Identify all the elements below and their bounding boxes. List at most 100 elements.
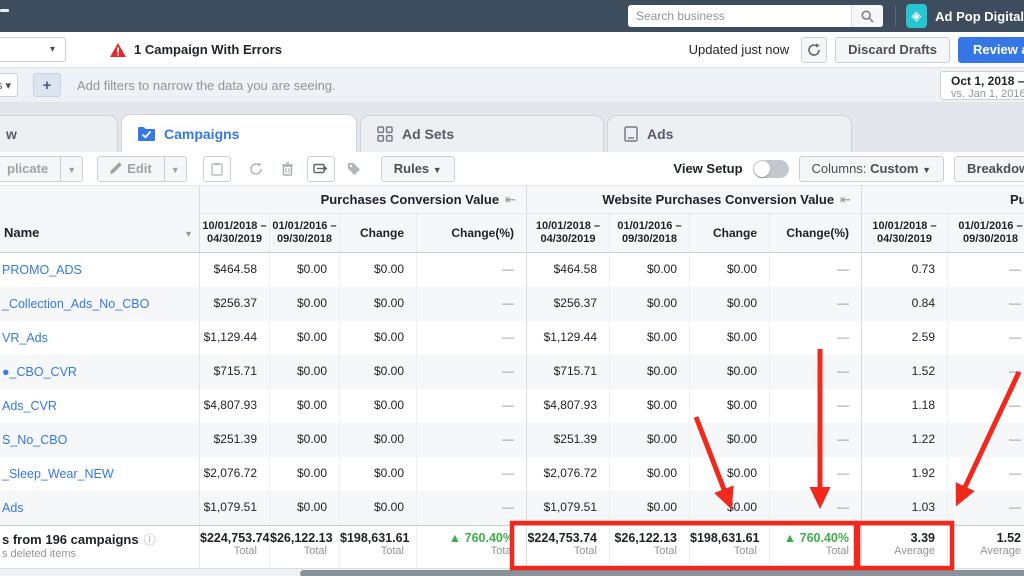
filter-placeholder-text[interactable]: Add filters to narrow the data you are s… [77, 78, 336, 93]
account-avatar[interactable]: ◈ [906, 4, 928, 28]
campaign-errors-alert[interactable]: 1 Campaign With Errors [110, 42, 282, 57]
group-header-purchases-cv: Purchases Conversion Value⇤ [200, 186, 527, 213]
table-cell: — [770, 491, 862, 525]
table-cell: 1.22 [862, 423, 948, 457]
breakdown-button[interactable]: Breakdown ▼ [954, 156, 1024, 182]
horizontal-scrollbar[interactable] [0, 568, 1024, 576]
campaign-name-link[interactable]: Ads [2, 501, 24, 515]
name-column-header[interactable]: Name ▾ [0, 186, 200, 252]
search-button[interactable] [851, 5, 883, 27]
table-cell: $0.00 [690, 389, 770, 423]
table-cell: $0.00 [270, 491, 340, 525]
edit-button[interactable]: Edit [97, 156, 165, 182]
account-dropdown[interactable]: ▾ [0, 37, 66, 62]
duplicate-button[interactable]: plicate [0, 156, 61, 182]
campaign-name-cell: VR_Ads [0, 321, 200, 355]
table-body: PROMO_ADS $464.58 $0.00 $0.00 — $464.58 … [0, 253, 1024, 525]
campaign-name-link[interactable]: _Collection_Ads_No_CBO [2, 297, 149, 311]
filter-dropdown[interactable]: s ▾ [0, 73, 18, 97]
add-filter-button[interactable]: + [33, 73, 61, 97]
campaign-name-cell: Ads [0, 491, 200, 525]
table-row: PROMO_ADS $464.58 $0.00 $0.00 — $464.58 … [0, 253, 1024, 287]
divider [895, 6, 896, 26]
trash-icon [281, 162, 294, 176]
pin-column-icon[interactable]: ⇤ [840, 192, 851, 208]
table-cell: $0.00 [610, 321, 690, 355]
search-input[interactable] [628, 9, 851, 23]
date-range-picker[interactable]: Oct 1, 2018 – Apr 30, 2019 vs. Jan 1, 20… [940, 71, 1024, 100]
table-row: _Sleep_Wear_NEW $2,076.72 $0.00 $0.00 — … [0, 457, 1024, 491]
campaign-name-link[interactable]: S_No_CBO [2, 433, 67, 447]
table-cell: $0.00 [610, 355, 690, 389]
chevron-down-icon: ▼ [922, 165, 931, 175]
tag-button[interactable] [341, 156, 367, 182]
view-setup-toggle[interactable] [753, 160, 789, 178]
table-cell: — [770, 423, 862, 457]
campaign-name-link[interactable]: Ads_CVR [2, 399, 57, 413]
refresh-button[interactable] [801, 37, 827, 63]
column-header-period2[interactable]: 01/01/2016 –09/30/2018 [948, 214, 1024, 252]
history-button[interactable] [243, 156, 269, 182]
account-name[interactable]: Ad Pop Digital [935, 9, 1024, 24]
scrollbar-thumb[interactable] [300, 570, 1024, 576]
table-cell: $0.00 [270, 457, 340, 491]
campaign-name-link[interactable]: VR_Ads [2, 331, 48, 345]
tab-ads[interactable]: Ads [607, 115, 852, 152]
pencil-icon [110, 162, 122, 174]
copy-button[interactable] [203, 156, 231, 182]
table-cell: $0.00 [690, 423, 770, 457]
tab-account-overview[interactable]: w [0, 115, 118, 152]
rules-button[interactable]: Rules ▼ [381, 156, 455, 182]
table-cell: — [417, 457, 527, 491]
error-count-text: 1 Campaign With Errors [134, 42, 282, 57]
chevron-down-icon: ▼ [433, 165, 442, 175]
campaign-name-link[interactable]: ●_CBO_CVR [2, 365, 77, 379]
column-header-period2[interactable]: 01/01/2016 –09/30/2018 [610, 214, 690, 252]
info-icon[interactable]: ⓘ [144, 531, 156, 548]
column-header-change-pct[interactable]: Change(%) [770, 214, 862, 252]
table-cell: — [417, 355, 527, 389]
column-header-change-pct[interactable]: Change(%) [417, 214, 527, 252]
duplicate-dropdown[interactable]: ▼ [61, 156, 83, 182]
table-cell: $0.00 [340, 287, 417, 321]
column-header-period1[interactable]: 10/01/2018 –04/30/2019 [862, 214, 948, 252]
table-row: VR_Ads $1,129.44 $0.00 $0.00 — $1,129.44… [0, 321, 1024, 355]
pin-column-icon[interactable]: ⇤ [505, 192, 516, 208]
chevron-down-icon: ▾ [5, 80, 11, 92]
column-header-change[interactable]: Change [690, 214, 770, 252]
table-cell: $256.37 [200, 287, 270, 321]
ab-test-icon [313, 162, 328, 175]
campaign-name-link[interactable]: PROMO_ADS [2, 263, 82, 277]
table-cell: $1,079.51 [200, 491, 270, 525]
table-cell: $0.00 [690, 491, 770, 525]
ab-test-button[interactable] [307, 156, 335, 182]
table-cell: — [948, 355, 1024, 389]
columns-button[interactable]: Columns: Custom ▼ [799, 156, 944, 182]
delete-button[interactable] [275, 156, 301, 182]
column-header-period1[interactable]: 10/01/2018 –04/30/2019 [200, 214, 270, 252]
edit-dropdown[interactable]: ▼ [165, 156, 187, 182]
campaign-name-link[interactable]: _Sleep_Wear_NEW [2, 467, 114, 481]
table-cell: 1.03 [862, 491, 948, 525]
column-header-period2[interactable]: 01/01/2016 –09/30/2018 [270, 214, 340, 252]
table-cell: $0.00 [610, 389, 690, 423]
menu-icon[interactable] [0, 9, 9, 12]
table-cell: $464.58 [527, 253, 610, 287]
table-cell: — [770, 253, 862, 287]
table-cell: — [417, 287, 527, 321]
table-cell: $1,079.51 [527, 491, 610, 525]
tab-campaigns[interactable]: Campaigns [121, 114, 357, 152]
column-header-period1[interactable]: 10/01/2018 –04/30/2019 [527, 214, 610, 252]
top-navigation-bar: ◈ Ad Pop Digital [0, 0, 1024, 32]
campaign-name-cell: S_No_CBO [0, 423, 200, 457]
group-header-website-purchases-cv: Website Purchases Conversion Value⇤ [527, 186, 862, 213]
discard-drafts-button[interactable]: Discard Drafts [835, 37, 950, 63]
search-icon [861, 10, 874, 23]
table-cell: $0.00 [690, 287, 770, 321]
table-row: _Collection_Ads_No_CBO $256.37 $0.00 $0.… [0, 287, 1024, 321]
chevron-down-icon: ▼ [67, 165, 76, 175]
table-cell: 1.52 [862, 355, 948, 389]
review-publish-button[interactable]: Review and Publish [958, 37, 1024, 63]
tab-ad-sets[interactable]: Ad Sets [360, 115, 604, 152]
column-header-change[interactable]: Change [340, 214, 417, 252]
